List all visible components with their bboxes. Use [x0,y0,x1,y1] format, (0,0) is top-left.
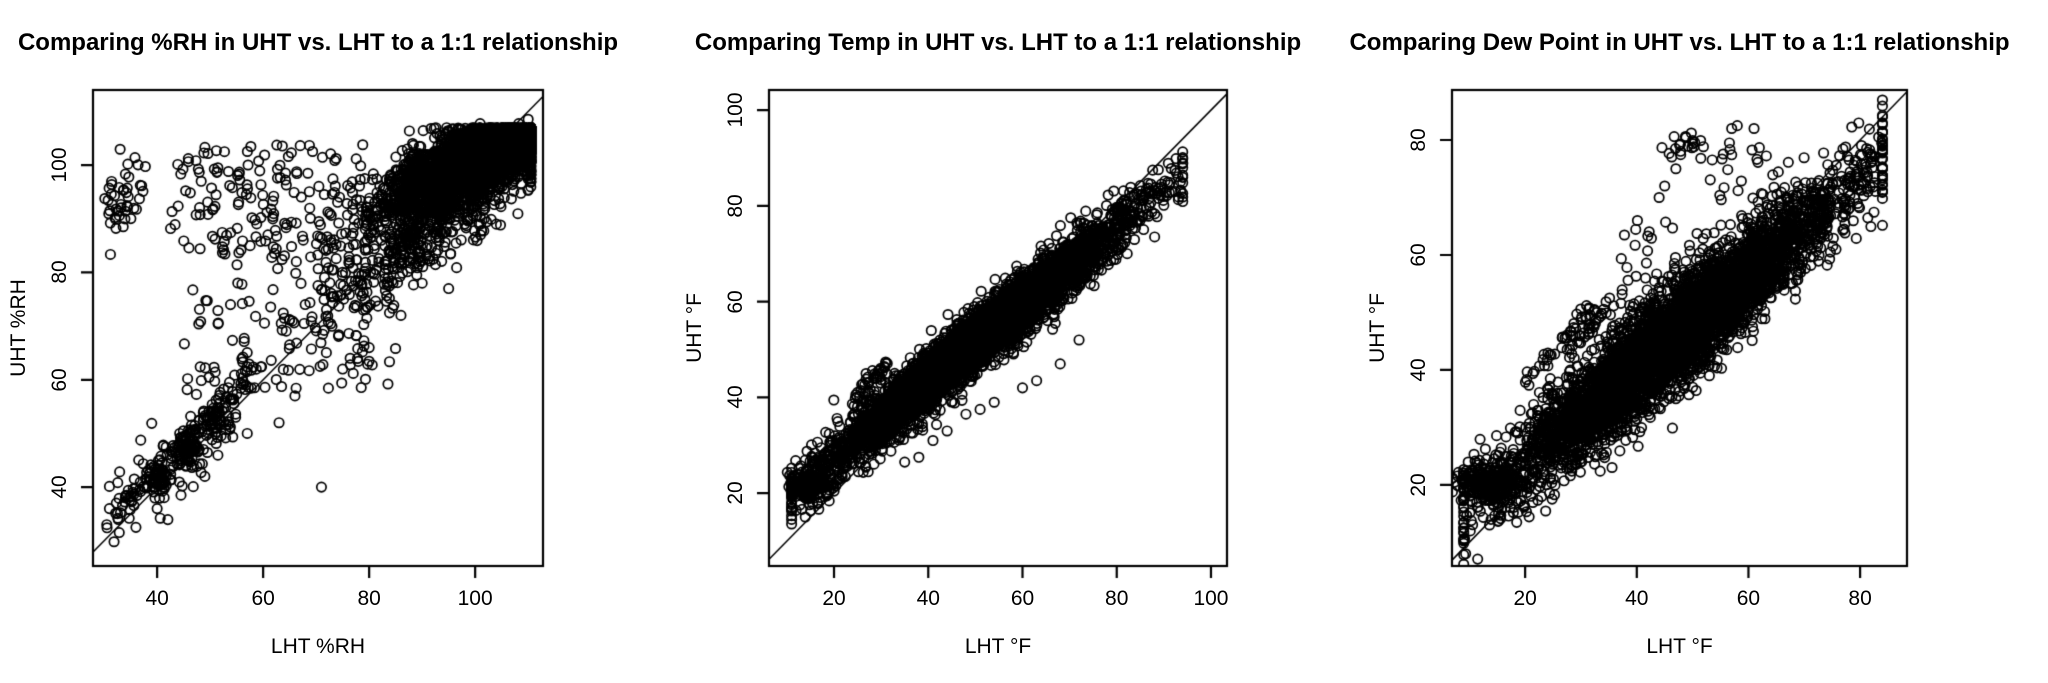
panel-1-x-tick-label: 100 [1193,587,1229,610]
panel-1-title: Comparing Temp in UHT vs. LHT to a 1:1 r… [694,29,1302,56]
panel-0-title: Comparing %RH in UHT vs. LHT to a 1:1 re… [17,29,619,56]
panel-1-y-tick-label: 20 [724,481,747,505]
panel-1-x-tick-label: 20 [822,587,846,610]
panel-2-x-tick-label: 60 [1736,587,1761,610]
panel-1-y-tick-label: 100 [724,92,747,128]
panel-0-y-tick-label: 40 [48,475,71,499]
panel-2-x-tick-label: 20 [1513,587,1537,610]
panel-0-y-tick-label: 60 [48,368,71,392]
panel-0-x-tick-label: 40 [145,587,169,610]
panel-0-x-axis-label: LHT %RH [270,635,366,658]
panel-2-y-tick-label: 20 [1407,473,1430,497]
panel-0-y-tick-label: 80 [48,260,71,285]
panel-2-x-tick-label: 40 [1625,587,1649,610]
panel-2-y-tick-label: 60 [1407,243,1430,267]
panel-2-title: Comparing Dew Point in UHT vs. LHT to a … [1349,29,2010,56]
panel-2-x-tick-label: 80 [1848,587,1872,610]
panel-0-y-axis-label: UHT %RH [7,279,30,377]
panel-0-x-tick-label: 80 [357,587,381,610]
panel-1-x-tick-label: 80 [1105,587,1129,610]
panel-0-y-tick-label: 100 [48,147,71,183]
panel-1-y-axis-label: UHT °F [683,293,706,363]
panel-1-x-axis-label: LHT °F [964,635,1032,658]
panel-1-y-tick-label: 80 [724,194,747,218]
panel-1-x-tick-label: 60 [1010,587,1035,610]
panel-2-x-axis-label: LHT °F [1646,635,1713,658]
panel-1-x-tick-label: 40 [916,587,940,610]
panel-0-x-tick-label: 60 [251,587,275,610]
panel-2-y-tick-label: 80 [1407,128,1430,152]
panel-2-y-axis-label: UHT °F [1366,293,1389,363]
panel-2-y-tick-label: 40 [1407,358,1430,382]
panel-0-x-tick-label: 100 [457,587,493,610]
panel-1-y-tick-label: 40 [724,385,747,410]
panel-1-y-tick-label: 60 [724,289,747,314]
